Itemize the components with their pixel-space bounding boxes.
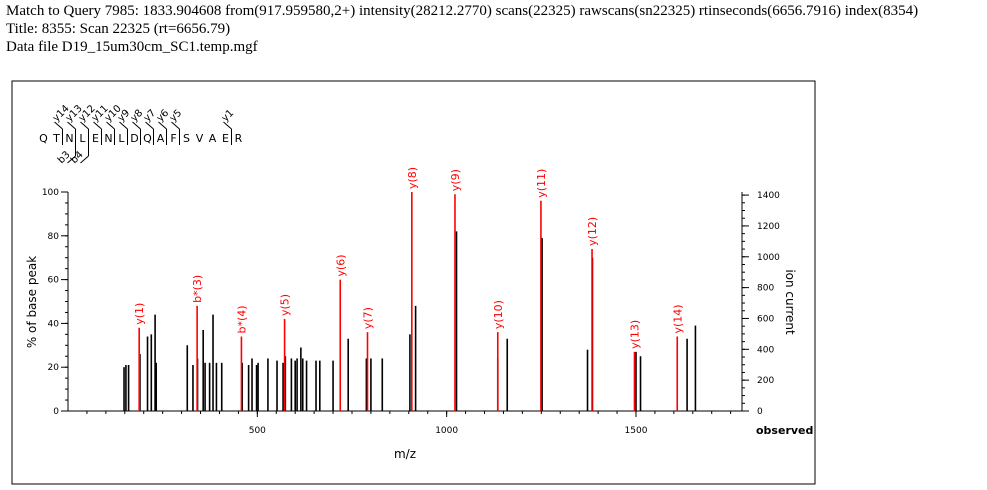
peptide-residue: E <box>222 132 229 145</box>
peptide-residue: L <box>118 132 125 145</box>
peak-label: y(12) <box>586 217 599 246</box>
y2-tick-label: 600 <box>757 314 774 324</box>
y-tick-label: 0 <box>53 407 59 417</box>
y2-tick-label: 1000 <box>757 253 780 263</box>
peptide-sequence-diagram: Q T N L E N L D Q A F S V A E Ry14y13y12y11y10y9y8y7y6y… <box>39 103 243 166</box>
y2-tick-label: 400 <box>757 345 774 355</box>
y-ion-flag <box>93 121 102 130</box>
x-axis-title: m/z <box>394 447 416 461</box>
y-ion-flag <box>132 121 141 130</box>
peak-label: b*(4) <box>235 305 248 333</box>
peak-label: y(11) <box>535 169 548 198</box>
peptide-residue: D <box>130 132 138 145</box>
peak-label: y(1) <box>133 303 146 325</box>
y-axis-title: % of base peak <box>25 256 39 348</box>
peptide-residue: R <box>235 132 243 145</box>
y-tick-label: 20 <box>48 363 60 373</box>
peptide-residue: Q <box>143 132 152 145</box>
y-ion-flag <box>145 121 154 130</box>
y-ion-flag <box>54 121 63 130</box>
x-axis-note: observed <box>756 424 813 437</box>
peak-label: y(5) <box>279 294 292 316</box>
peptide-residue: E <box>92 132 99 145</box>
y2-axis-title: ion current <box>783 269 797 335</box>
y-tick-label: 80 <box>48 232 60 242</box>
x-tick-label: 1000 <box>435 426 458 436</box>
y-ion-flag <box>223 121 232 130</box>
peptide-residue: N <box>104 132 112 145</box>
peptide-residue: F <box>170 132 176 145</box>
y-ion-flag <box>80 121 89 130</box>
x-tick-label: 500 <box>249 426 266 436</box>
y-ion-flag <box>158 121 167 130</box>
y-tick-label: 40 <box>48 319 60 329</box>
y-ion-label: y5 <box>168 108 184 124</box>
match-header-line: Match to Query 7985: 1833.904608 from(91… <box>6 3 919 19</box>
y-ion-label: y1 <box>220 108 236 124</box>
peak-label: y(8) <box>406 167 419 189</box>
peak-label: y(7) <box>362 307 375 329</box>
b-ion-flag <box>80 155 89 164</box>
y-ion-flag <box>67 121 76 130</box>
peptide-residue: L <box>79 132 86 145</box>
peptide-residue: Q <box>39 132 48 145</box>
peptide-residue: T <box>52 132 60 145</box>
peptide-residue: V <box>196 132 204 145</box>
peptide-residue: A <box>157 132 165 145</box>
peak-label: y(6) <box>334 255 347 277</box>
peptide-residue: N <box>65 132 73 145</box>
y2-tick-label: 200 <box>757 376 774 386</box>
peak-label: y(9) <box>449 169 462 191</box>
y2-tick-label: 1200 <box>757 222 780 232</box>
y-ion-flag <box>119 121 128 130</box>
b-ion-label: b4 <box>69 149 86 166</box>
y-ion-flag <box>171 121 180 130</box>
y2-tick-label: 1400 <box>757 191 780 201</box>
y-tick-label: 60 <box>48 276 60 286</box>
peak-label: y(10) <box>492 300 505 329</box>
peptide-residue: S <box>183 132 190 145</box>
title-line: Title: 8355: Scan 22325 (rt=6656.79) <box>6 21 231 37</box>
peak-label: b*(3) <box>191 275 204 303</box>
b-ion-flag <box>67 155 76 164</box>
y-ion-flag <box>106 121 115 130</box>
peptide-residue: A <box>209 132 217 145</box>
peak-label: y(14) <box>671 304 684 333</box>
x-tick-label: 1500 <box>625 426 648 436</box>
y2-tick-label: 0 <box>757 407 763 417</box>
peak-label: y(13) <box>628 320 641 349</box>
y-tick-label: 100 <box>42 188 59 198</box>
y2-tick-label: 800 <box>757 284 774 294</box>
data-file-line: Data file D19_15um30cm_SC1.temp.mgf <box>6 39 258 55</box>
chart-frame <box>11 80 816 485</box>
plot-area: 0204060801000200400600800100012001400500… <box>25 167 813 461</box>
